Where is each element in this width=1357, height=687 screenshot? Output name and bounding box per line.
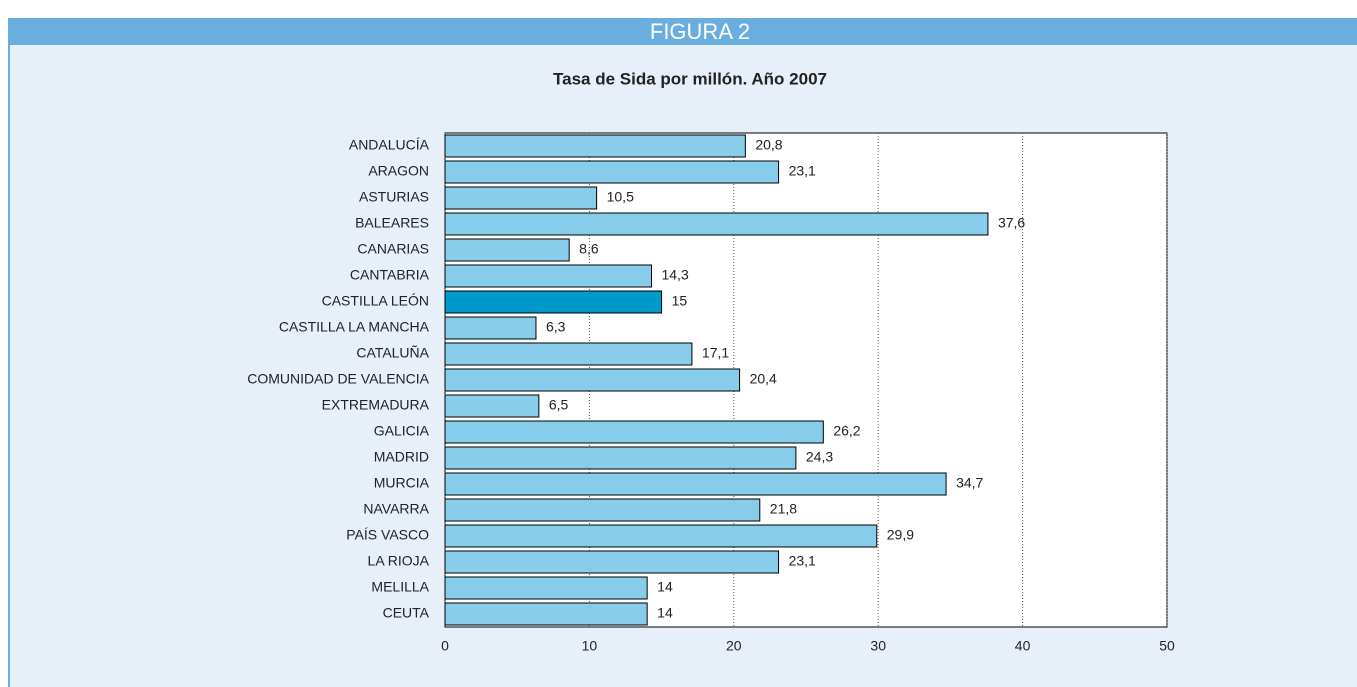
x-tick-label: 10 (582, 638, 598, 654)
y-tick-label: MURCIA (374, 475, 430, 491)
bar (444, 576, 648, 600)
y-tick-label: EXTREMADURA (322, 397, 430, 413)
value-label: 6,3 (546, 319, 566, 335)
y-tick-label: CANARIAS (357, 241, 429, 257)
y-tick-label: NAVARRA (363, 501, 429, 517)
y-tick-label: ANDALUCÍA (349, 137, 430, 153)
value-label: 20,4 (750, 371, 777, 387)
bar (444, 238, 570, 262)
y-tick-label: LA RIOJA (368, 553, 430, 569)
x-tick-label: 0 (441, 638, 449, 654)
value-label: 6,5 (549, 397, 569, 413)
value-label: 21,8 (770, 501, 797, 517)
y-tick-label: PAÍS VASCO (346, 527, 429, 543)
y-tick-label: COMUNIDAD DE VALENCIA (247, 371, 429, 387)
y-tick-label: CATALUÑA (356, 345, 429, 361)
bar (444, 134, 746, 158)
value-label: 23,1 (789, 553, 816, 569)
y-tick-label: ARAGON (368, 163, 429, 179)
y-tick-label: MADRID (374, 449, 429, 465)
y-tick-label: CANTABRIA (350, 267, 430, 283)
bar (444, 602, 648, 626)
y-tick-label: CASTILLA LEÓN (322, 293, 429, 309)
bar (444, 186, 598, 210)
bar (444, 472, 947, 496)
bar (444, 316, 537, 340)
value-label: 37,6 (998, 215, 1025, 231)
bar (444, 498, 761, 522)
x-tick-label: 50 (1159, 638, 1175, 654)
value-label: 14,3 (661, 267, 688, 283)
header-band (8, 18, 1357, 45)
value-label: 23,1 (789, 163, 816, 179)
bar (444, 420, 824, 444)
value-label: 10,5 (607, 189, 634, 205)
bar (444, 264, 652, 288)
value-label: 15 (672, 293, 688, 309)
bar (444, 524, 878, 548)
bar (444, 160, 780, 184)
y-tick-label: BALEARES (355, 215, 429, 231)
x-tick-label: 30 (870, 638, 886, 654)
value-label: 24,3 (806, 449, 833, 465)
value-label: 8,6 (579, 241, 599, 257)
bar (444, 342, 693, 366)
x-tick-label: 40 (1015, 638, 1031, 654)
bar (444, 446, 797, 470)
y-tick-label: GALICIA (374, 423, 430, 439)
value-label: 20,8 (755, 137, 782, 153)
bar (444, 290, 663, 314)
y-tick-label: CEUTA (383, 605, 430, 621)
chart-title: Tasa de Sida por millón. Año 2007 (553, 69, 827, 88)
value-label: 14 (657, 605, 673, 621)
bar (444, 394, 540, 418)
x-tick-label: 20 (726, 638, 742, 654)
y-tick-label: MELILLA (371, 579, 429, 595)
value-label: 34,7 (956, 475, 983, 491)
value-label: 29,9 (887, 527, 914, 543)
bar (444, 550, 780, 574)
value-label: 17,1 (702, 345, 729, 361)
bar (444, 368, 741, 392)
header: FIGURA 2 (650, 19, 750, 44)
y-tick-label: CASTILLA LA MANCHA (279, 319, 430, 335)
value-label: 26,2 (833, 423, 860, 439)
y-tick-label: ASTURIAS (359, 189, 429, 205)
bar (444, 212, 989, 236)
value-label: 14 (657, 579, 673, 595)
